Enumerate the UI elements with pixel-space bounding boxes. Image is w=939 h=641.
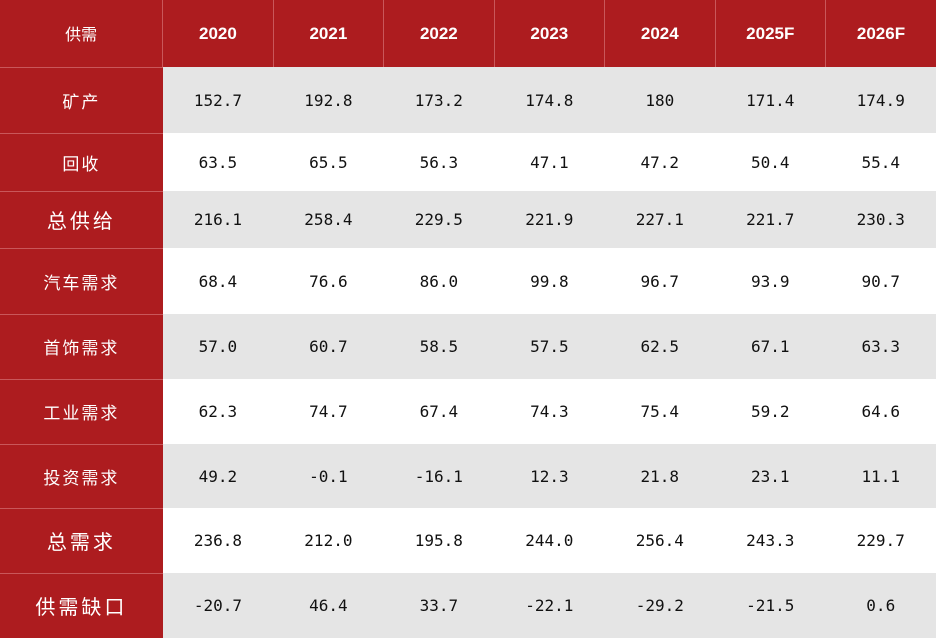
cell-value: 11.1 — [825, 444, 936, 508]
cell-value: 67.4 — [383, 379, 495, 444]
cell-value: 0.6 — [825, 573, 936, 638]
cell-value: 57.0 — [162, 314, 274, 379]
table-row: 供需缺口 -20.7 46.4 33.7 -22.1 -29.2 -21.5 0.6 — [0, 572, 936, 638]
cell-value: -22.1 — [494, 573, 605, 638]
cell-value: -29.2 — [604, 573, 716, 638]
cell-value: 152.7 — [162, 67, 274, 133]
cell-value: 75.4 — [604, 379, 716, 444]
cell-value: 21.8 — [604, 444, 716, 508]
cell-value: 229.5 — [383, 191, 495, 248]
cell-value: 229.7 — [825, 508, 936, 573]
cell-value: 55.4 — [825, 133, 936, 191]
row-label: 回收 — [0, 132, 163, 191]
cell-value: 221.9 — [494, 191, 605, 248]
table-row: 投资需求 49.2 -0.1 -16.1 12.3 21.8 23.1 11.1 — [0, 443, 936, 508]
cell-value: 63.5 — [162, 133, 274, 191]
cell-value: 236.8 — [162, 508, 274, 573]
column-header: 2021 — [272, 0, 384, 67]
cell-value: 76.6 — [273, 248, 384, 314]
row-label: 工业需求 — [0, 378, 163, 444]
row-label: 总需求 — [0, 507, 163, 573]
cell-value: 56.3 — [383, 133, 495, 191]
cell-value: 12.3 — [494, 444, 605, 508]
cell-value: 59.2 — [715, 379, 826, 444]
cell-value: 192.8 — [273, 67, 384, 133]
table-row: 矿产 152.7 192.8 173.2 174.8 180 171.4 174.9 — [0, 66, 936, 133]
cell-value: 243.3 — [715, 508, 826, 573]
cell-value: 23.1 — [715, 444, 826, 508]
cell-value: 258.4 — [273, 191, 384, 248]
table-row: 总供给 216.1 258.4 229.5 221.9 227.1 221.7 230.3 — [0, 190, 936, 248]
row-label: 首饰需求 — [0, 313, 163, 379]
cell-value: -20.7 — [162, 573, 274, 638]
cell-value: 65.5 — [273, 133, 384, 191]
cell-value: 174.8 — [494, 67, 605, 133]
cell-value: -21.5 — [715, 573, 826, 638]
row-label: 投资需求 — [0, 443, 163, 508]
cell-value: -16.1 — [383, 444, 495, 508]
corner-header: 供需 — [0, 0, 163, 67]
cell-value: 74.3 — [494, 379, 605, 444]
cell-value: 62.3 — [162, 379, 274, 444]
cell-value: 46.4 — [273, 573, 384, 638]
cell-value: 180 — [604, 67, 716, 133]
cell-value: 216.1 — [162, 191, 274, 248]
column-header: 2023 — [493, 0, 605, 67]
cell-value: 49.2 — [162, 444, 274, 508]
table-row: 工业需求 62.3 74.7 67.4 74.3 75.4 59.2 64.6 — [0, 378, 936, 444]
cell-value: 63.3 — [825, 314, 936, 379]
cell-value: 47.1 — [494, 133, 605, 191]
cell-value: 256.4 — [604, 508, 716, 573]
cell-value: 57.5 — [494, 314, 605, 379]
cell-value: 96.7 — [604, 248, 716, 314]
cell-value: 47.2 — [604, 133, 716, 191]
row-label: 供需缺口 — [0, 572, 163, 638]
cell-value: 90.7 — [825, 248, 936, 314]
column-header: 2024 — [604, 0, 716, 67]
cell-value: 173.2 — [383, 67, 495, 133]
cell-value: 60.7 — [273, 314, 384, 379]
column-header: 2022 — [383, 0, 495, 67]
row-label: 汽车需求 — [0, 247, 163, 314]
cell-value: 86.0 — [383, 248, 495, 314]
table-row: 总需求 236.8 212.0 195.8 244.0 256.4 243.3 229.7 — [0, 507, 936, 573]
column-header: 2020 — [162, 0, 274, 67]
cell-value: 64.6 — [825, 379, 936, 444]
row-label: 总供给 — [0, 190, 163, 248]
cell-value: 50.4 — [715, 133, 826, 191]
cell-value: 244.0 — [494, 508, 605, 573]
cell-value: 33.7 — [383, 573, 495, 638]
cell-value: 74.7 — [273, 379, 384, 444]
cell-value: 221.7 — [715, 191, 826, 248]
table-row: 汽车需求 68.4 76.6 86.0 99.8 96.7 93.9 90.7 — [0, 247, 936, 314]
cell-value: 195.8 — [383, 508, 495, 573]
row-label: 矿产 — [0, 66, 163, 133]
cell-value: 68.4 — [162, 248, 274, 314]
cell-value: 93.9 — [715, 248, 826, 314]
header-row: 供需 2020 2021 2022 2023 2024 2025F 2026F — [0, 0, 936, 67]
cell-value: 171.4 — [715, 67, 826, 133]
cell-value: 99.8 — [494, 248, 605, 314]
cell-value: 230.3 — [825, 191, 936, 248]
column-header: 2026F — [825, 0, 936, 67]
table-row: 首饰需求 57.0 60.7 58.5 57.5 62.5 67.1 63.3 — [0, 313, 936, 379]
column-header: 2025F — [714, 0, 826, 67]
cell-value: 174.9 — [825, 67, 936, 133]
cell-value: 227.1 — [604, 191, 716, 248]
cell-value: -0.1 — [273, 444, 384, 508]
cell-value: 67.1 — [715, 314, 826, 379]
cell-value: 62.5 — [604, 314, 716, 379]
cell-value: 212.0 — [273, 508, 384, 573]
cell-value: 58.5 — [383, 314, 495, 379]
table-row: 回收 63.5 65.5 56.3 47.1 47.2 50.4 55.4 — [0, 132, 936, 191]
